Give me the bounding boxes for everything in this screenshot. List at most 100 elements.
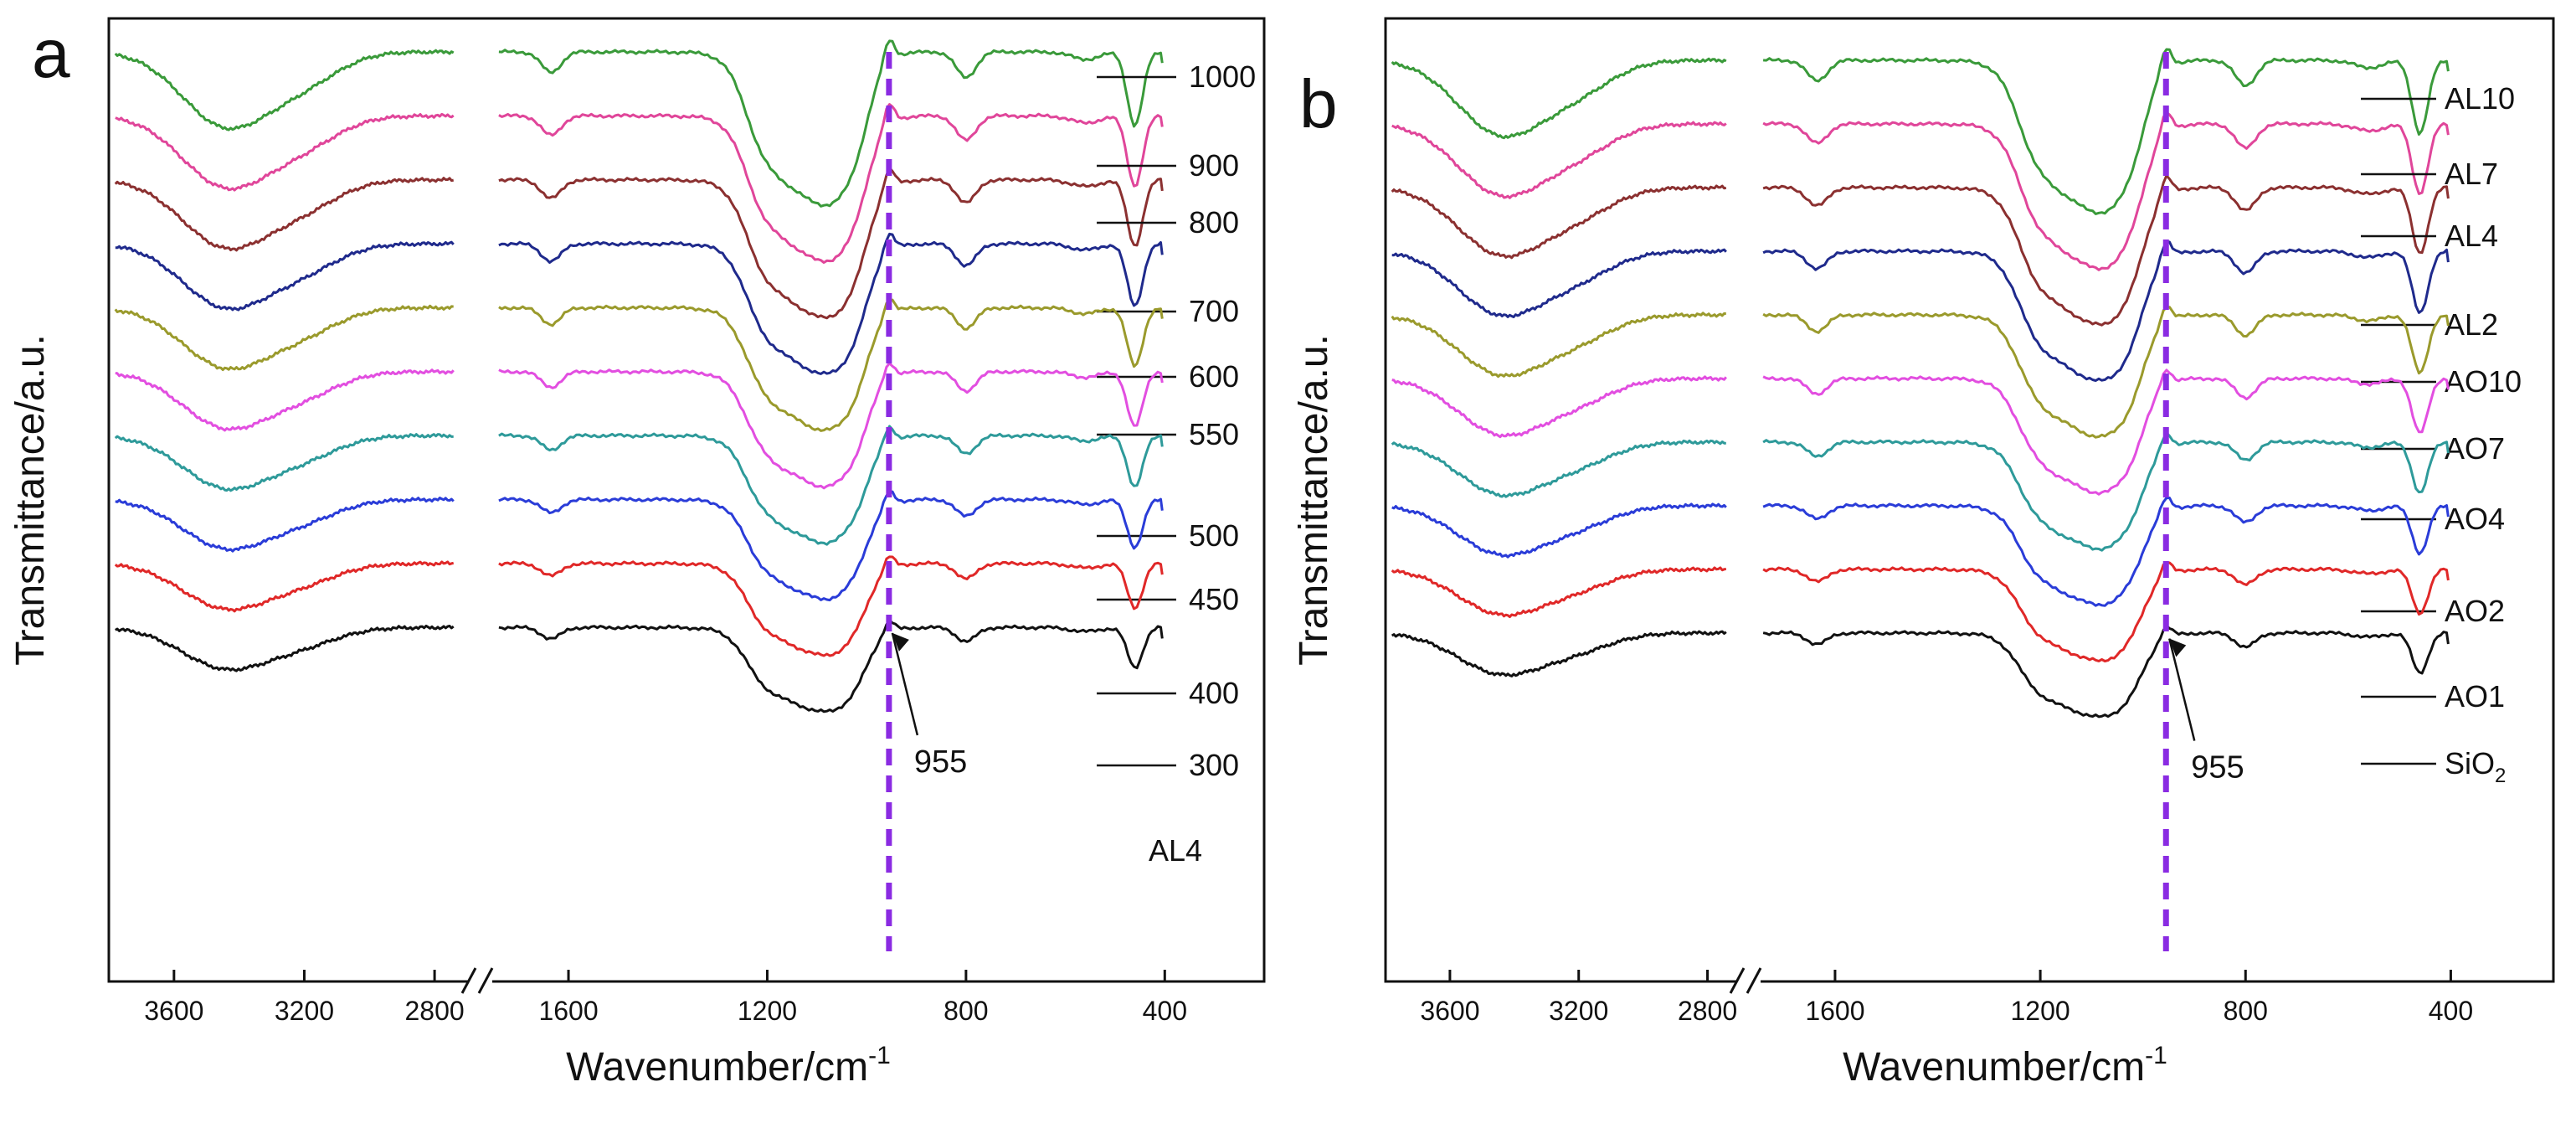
- annotation-arrowhead: [892, 632, 909, 652]
- plot-frame: [1384, 17, 2555, 983]
- series-line-ao1: [1762, 561, 2450, 662]
- x-tick-label: 3200: [275, 996, 334, 1026]
- x-tick-label: 2800: [1678, 996, 1737, 1026]
- series-line-450: [498, 490, 1164, 602]
- legend-label: AL7: [2445, 157, 2498, 191]
- series-line-600: [114, 304, 454, 372]
- y-axis-label: Transmittance/a.u.: [8, 334, 53, 666]
- series-line-800: [498, 166, 1164, 320]
- legend-label: 450: [1189, 582, 1239, 616]
- series-line-al4: [1391, 184, 1727, 260]
- axis-break-mark: [460, 967, 477, 994]
- series-line-700: [498, 232, 1164, 375]
- series-line-500: [498, 425, 1164, 546]
- x-tick-label: 3600: [144, 996, 203, 1026]
- series-line-1000: [114, 49, 455, 131]
- legend-label: 500: [1189, 518, 1239, 553]
- legend-label: 550: [1189, 417, 1239, 451]
- series-line-sio: [1762, 624, 2450, 719]
- x-axis-label-superscript: -1: [2145, 1042, 2167, 1069]
- series-line-300: [498, 619, 1164, 713]
- plot-frame: [107, 17, 1266, 983]
- x-tick-label: 2800: [404, 996, 464, 1026]
- series-line-400: [498, 555, 1164, 657]
- x-tick-label: 400: [2429, 996, 2473, 1026]
- series-line-al7: [1391, 121, 1727, 199]
- x-tick-label: 3200: [1549, 996, 1608, 1026]
- series-line-al10: [1763, 48, 2450, 215]
- series-line-ao7: [1391, 375, 1727, 439]
- series-line-800: [114, 177, 455, 252]
- legend-label: AO10: [2445, 364, 2522, 399]
- series-line-1000: [498, 39, 1164, 208]
- series-line-700: [115, 240, 455, 312]
- sample-label: AL4: [1149, 833, 1202, 868]
- panel-b: 3600 3200 2800 1600 1200 800 400 b Transmittance…: [1292, 17, 2555, 1090]
- legend-label: AL2: [2445, 307, 2498, 342]
- series-line-ao4: [1391, 439, 1726, 498]
- legend-label: 900: [1189, 148, 1239, 183]
- annotation-arrow: [891, 632, 919, 736]
- panel-letter: a: [32, 16, 70, 92]
- legend-label: 400: [1189, 676, 1239, 710]
- series-line-ao4: [1762, 431, 2450, 552]
- axis-break-mark: [1746, 967, 1762, 994]
- series-line-550: [115, 368, 455, 432]
- series-line-900: [498, 103, 1164, 264]
- legend-label-subscript: 2: [2495, 765, 2506, 787]
- x-axis-label: Wavenumber/cm-1: [566, 1042, 891, 1090]
- x-tick-label: 1600: [538, 996, 598, 1026]
- x-tick-label: 1200: [738, 996, 797, 1026]
- x-tick-label: 400: [1143, 996, 1187, 1026]
- series-line-400: [114, 560, 455, 613]
- legend-label: AL4: [2445, 219, 2498, 253]
- legend-label: AO2: [2445, 594, 2505, 628]
- x-tick-label: 3600: [1420, 996, 1479, 1026]
- series-line-300: [115, 624, 455, 672]
- legend-label: AL10: [2445, 81, 2515, 116]
- series-line-al2: [1391, 248, 1727, 318]
- series-line-ao2: [1391, 502, 1727, 559]
- panel-a: 3600 3200 2800 1600 1200 800 400 a Transmittance…: [8, 16, 1266, 1090]
- series-line-600: [498, 298, 1164, 432]
- series-line-ao10: [1391, 312, 1726, 379]
- x-tick-label: 800: [944, 996, 988, 1026]
- series-line-al4: [1762, 174, 2450, 327]
- series-line-al7: [1762, 111, 2450, 271]
- axis-break-mark: [1729, 967, 1746, 994]
- legend-label: AO1: [2445, 679, 2505, 713]
- x-axis-label-superscript: -1: [868, 1042, 891, 1069]
- series-line-900: [115, 112, 455, 192]
- series-line-550: [498, 362, 1164, 490]
- annotation-arrowhead: [2169, 638, 2187, 657]
- legend-label: 700: [1189, 294, 1239, 328]
- series-line-450: [115, 497, 455, 553]
- x-tick-label: 1200: [2011, 996, 2070, 1026]
- annotation-955: 955: [914, 744, 967, 780]
- legend-label: 300: [1189, 748, 1239, 782]
- x-tick-label: 800: [2224, 996, 2268, 1026]
- axis-break-mark: [477, 967, 494, 994]
- series-line-ao10: [1762, 306, 2450, 439]
- series-line-al10: [1391, 57, 1727, 140]
- legend-label: 1000: [1189, 59, 1256, 94]
- annotation-arrow: [2168, 638, 2196, 741]
- legend-label: SiO2: [2445, 746, 2506, 787]
- y-axis-label: Transmittance/a.u.: [1292, 334, 1336, 666]
- legend-label: AO7: [2445, 431, 2505, 466]
- series-line-sio: [1391, 630, 1727, 677]
- x-axis-label: Wavenumber/cm-1: [1843, 1042, 2167, 1090]
- panel-letter: b: [1299, 66, 1338, 142]
- series-line-ao7: [1762, 368, 2450, 496]
- legend-label: AO4: [2445, 502, 2505, 536]
- legend-label: 800: [1189, 205, 1239, 240]
- annotation-955: 955: [2191, 750, 2244, 786]
- x-tick-label: 1600: [1805, 996, 1864, 1026]
- series-line-ao2: [1762, 497, 2450, 607]
- series-line-al2: [1762, 240, 2450, 382]
- series-line-ao1: [1391, 566, 1727, 619]
- legend-label: 600: [1189, 359, 1239, 394]
- series-line-500: [114, 433, 454, 492]
